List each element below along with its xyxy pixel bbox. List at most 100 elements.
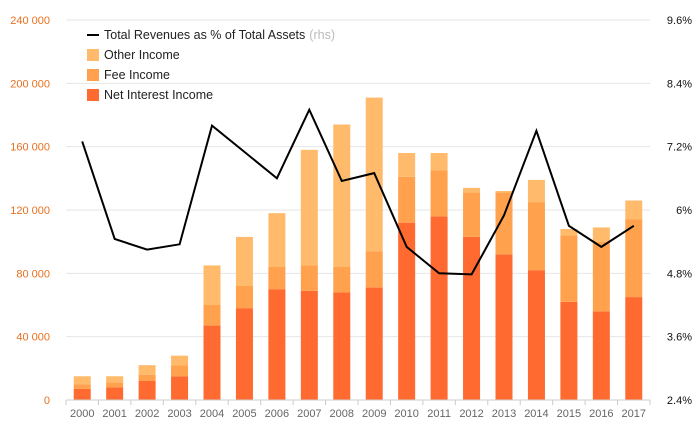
- legend-swatch-fee-income: [87, 69, 99, 81]
- y-left-tick-label: 40 000: [16, 332, 50, 344]
- bar-fee-income: [268, 267, 286, 290]
- bar-fee-income: [73, 384, 91, 389]
- bar-fee-income: [106, 382, 124, 388]
- bar-net-interest-income: [365, 287, 383, 400]
- bar-net-interest-income: [73, 388, 91, 400]
- bar-fee-income: [300, 265, 318, 291]
- bar-net-interest-income: [625, 297, 643, 400]
- bar-fee-income: [365, 251, 383, 288]
- bar-net-interest-income: [398, 222, 416, 400]
- bar-fee-income: [138, 374, 156, 381]
- bar-fee-income: [592, 241, 610, 312]
- bar-net-interest-income: [268, 289, 286, 400]
- legend-line-label: Total Revenues as % of Total Assets: [104, 28, 305, 42]
- bar-other-income: [625, 200, 643, 220]
- bar-other-income: [235, 236, 253, 286]
- gridlines: [66, 19, 650, 338]
- y-right-tick-label: 2.4%: [667, 395, 692, 407]
- bar-net-interest-income: [527, 270, 545, 400]
- x-tick-label: 2004: [200, 408, 224, 420]
- bar-fee-income: [560, 235, 578, 302]
- x-tick-label: 2003: [167, 408, 191, 420]
- x-tick-label: 2010: [394, 408, 418, 420]
- bar-other-income: [203, 265, 221, 305]
- y-left-tick-label: 160 000: [10, 142, 50, 154]
- bar-fee-income: [527, 202, 545, 271]
- line-series: [81, 107, 635, 276]
- bar-other-income: [73, 376, 91, 385]
- bar-other-income: [398, 153, 416, 177]
- bar-net-interest-income: [592, 311, 610, 400]
- legend-label-net-interest-income: Net Interest Income: [104, 88, 213, 102]
- y-left-tick-label: 240 000: [10, 15, 50, 27]
- x-tick-label: 2008: [330, 408, 354, 420]
- x-tick-label: 2012: [459, 408, 483, 420]
- x-tick-label: 2007: [297, 408, 321, 420]
- bar-net-interest-income: [333, 292, 351, 400]
- y-right-tick-label: 7.2%: [667, 142, 692, 154]
- bar-other-income: [138, 365, 156, 375]
- x-tick-label: 2000: [70, 408, 94, 420]
- bar-net-interest-income: [463, 236, 481, 400]
- bar-series: [73, 97, 643, 400]
- bar-other-income: [527, 179, 545, 203]
- bar-fee-income: [430, 170, 448, 217]
- legend-swatch-other-income: [87, 49, 99, 61]
- y-left-tick-label: 200 000: [10, 78, 50, 90]
- y-axis-left: 0 40 000 80 000 120 000 160 000 200 000 240 00…: [10, 15, 50, 407]
- y-right-tick-label: 3.6%: [667, 332, 692, 344]
- bar-other-income: [106, 376, 124, 383]
- legend-label-fee-income: Fee Income: [104, 68, 170, 82]
- bar-other-income: [268, 213, 286, 267]
- bar-net-interest-income: [560, 301, 578, 400]
- x-tick-label: 2005: [232, 408, 256, 420]
- bar-net-interest-income: [430, 216, 448, 400]
- bar-fee-income: [495, 192, 513, 255]
- bar-other-income: [560, 229, 578, 236]
- bar-other-income: [495, 191, 513, 193]
- bar-fee-income: [398, 176, 416, 223]
- y-left-tick-label: 0: [44, 395, 50, 407]
- bar-net-interest-income: [300, 290, 318, 400]
- bar-net-interest-income: [235, 308, 253, 400]
- y-axis-right: 2.4% 3.6% 4.8% 6% 7.2% 8.4% 9.6%: [667, 15, 692, 407]
- x-tick-label: 2009: [362, 408, 386, 420]
- bar-net-interest-income: [203, 325, 221, 400]
- bar-fee-income: [171, 365, 189, 377]
- bar-fee-income: [625, 219, 643, 298]
- x-tick-label: 2017: [622, 408, 646, 420]
- legend-label-other-income: Other Income: [104, 48, 180, 62]
- y-right-tick-label: 8.4%: [667, 78, 692, 90]
- y-right-tick-label: 9.6%: [667, 15, 692, 27]
- x-tick-label: 2015: [557, 408, 581, 420]
- bar-net-interest-income: [106, 387, 124, 400]
- y-left-tick-label: 120 000: [10, 205, 50, 217]
- bar-other-income: [300, 149, 318, 266]
- bar-other-income: [463, 187, 481, 193]
- bar-net-interest-income: [495, 254, 513, 400]
- bar-net-interest-income: [138, 381, 156, 400]
- x-tick-label: 2016: [589, 408, 613, 420]
- x-tick-label: 2014: [524, 408, 548, 420]
- bar-other-income: [333, 124, 351, 267]
- x-tick-label: 2013: [492, 408, 516, 420]
- x-tick-label: 2011: [427, 408, 451, 420]
- bar-fee-income: [203, 305, 221, 326]
- line-total-revenues-pct-assets: [81, 107, 635, 276]
- x-tick-label: 2006: [265, 408, 289, 420]
- bar-fee-income: [333, 267, 351, 293]
- legend-line-note: (rhs): [309, 28, 335, 42]
- x-axis: 2000 2001 2002 2003 2004 2005 2006 2007 2008 2009…: [65, 399, 651, 420]
- legend: Total Revenues as % of Total Assets (rhs…: [87, 28, 335, 102]
- bar-other-income: [592, 227, 610, 242]
- x-tick-label: 2002: [135, 408, 159, 420]
- y-right-tick-label: 6%: [676, 205, 692, 217]
- bar-fee-income: [463, 192, 481, 237]
- bar-other-income: [430, 153, 448, 171]
- bar-fee-income: [235, 286, 253, 309]
- x-tick-label: 2001: [102, 408, 126, 420]
- legend-swatch-net-interest-income: [87, 89, 99, 101]
- y-left-tick-label: 80 000: [16, 268, 50, 280]
- bar-net-interest-income: [171, 376, 189, 400]
